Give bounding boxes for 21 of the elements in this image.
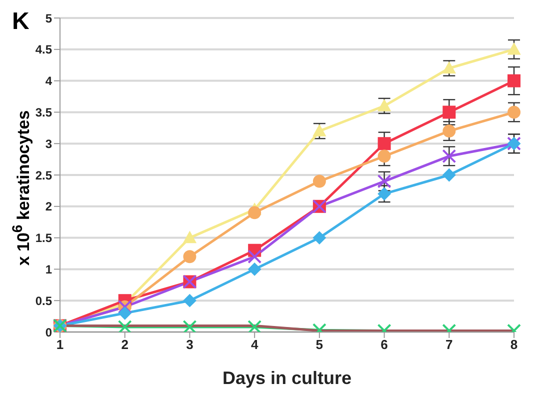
y-tick-label: 1 [45, 262, 52, 276]
x-tick-label: 3 [186, 337, 194, 352]
x-tick-label: 6 [380, 337, 388, 352]
y-tick-label: 2.5 [35, 168, 52, 182]
x-axis-title: Days in culture [222, 368, 352, 388]
y-tick-label: 4 [45, 74, 52, 88]
y-tick-label: 1.5 [35, 231, 52, 246]
y-tick-label: 4.5 [35, 42, 52, 57]
x-tick-label: 7 [446, 337, 453, 352]
y-tick-label: 0.5 [35, 294, 52, 308]
x-tick-label: 8 [510, 337, 518, 352]
x-tick-label: 2 [121, 337, 128, 352]
x-tick-label: 4 [250, 337, 259, 352]
y-tick-label: 0 [45, 325, 52, 340]
y-tick-label: 5 [45, 11, 52, 26]
x-tick-label: 5 [316, 337, 324, 352]
chart-title: K [12, 8, 30, 36]
x-tick-label: 1 [56, 337, 64, 352]
y-tick-label: 2 [45, 200, 52, 214]
y-tick-label: 3 [45, 136, 52, 151]
y-tick-label: 3.5 [35, 105, 52, 120]
